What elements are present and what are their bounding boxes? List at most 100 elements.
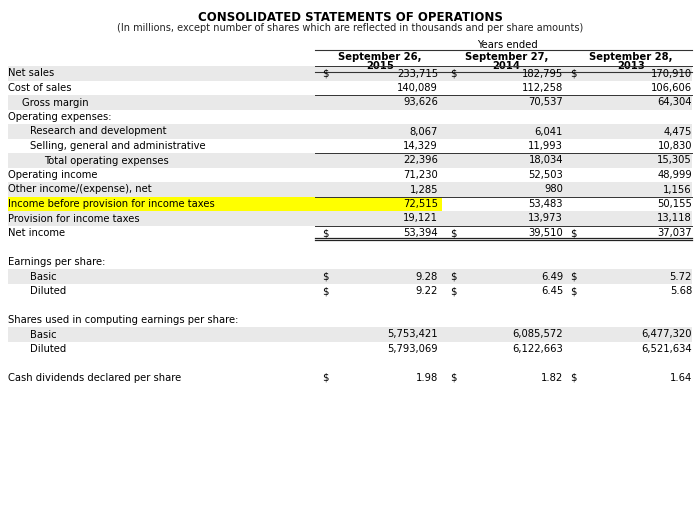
Text: 71,230: 71,230	[403, 170, 438, 180]
Text: (In millions, except number of shares which are reflected in thousands and per s: (In millions, except number of shares wh…	[117, 23, 583, 33]
Text: 39,510: 39,510	[528, 228, 563, 238]
Text: CONSOLIDATED STATEMENTS OF OPERATIONS: CONSOLIDATED STATEMENTS OF OPERATIONS	[197, 11, 503, 24]
Text: 5.68: 5.68	[670, 286, 692, 296]
Text: Gross margin: Gross margin	[22, 97, 89, 107]
Text: Net income: Net income	[8, 228, 65, 238]
Text: 2015: 2015	[366, 61, 394, 71]
Text: September 28,: September 28,	[589, 52, 673, 62]
Text: 6,041: 6,041	[535, 127, 563, 136]
Text: Diluted: Diluted	[30, 286, 66, 296]
Text: $: $	[322, 373, 328, 383]
Text: Research and development: Research and development	[30, 127, 167, 136]
Text: 1,285: 1,285	[410, 185, 438, 195]
Text: 6,521,634: 6,521,634	[641, 344, 692, 354]
Text: 93,626: 93,626	[403, 97, 438, 107]
Text: $: $	[450, 228, 456, 238]
Bar	[8, 182, 692, 197]
Text: Income before provision for income taxes: Income before provision for income taxes	[8, 199, 215, 209]
Text: $: $	[450, 68, 456, 79]
Text: 50,155: 50,155	[657, 199, 692, 209]
Bar	[8, 95, 692, 110]
Text: 8,067: 8,067	[410, 127, 438, 136]
Text: 2013: 2013	[617, 61, 645, 71]
Text: $: $	[322, 68, 328, 79]
Text: $: $	[450, 373, 456, 383]
Text: $: $	[570, 373, 577, 383]
Text: $: $	[570, 272, 577, 281]
Text: 106,606: 106,606	[651, 83, 692, 93]
Text: 37,037: 37,037	[657, 228, 692, 238]
Text: $: $	[322, 228, 328, 238]
Bar	[8, 124, 692, 139]
Text: Provision for income taxes: Provision for income taxes	[8, 213, 139, 224]
Text: 6.45: 6.45	[540, 286, 563, 296]
Text: 9.28: 9.28	[416, 272, 438, 281]
Text: 1.64: 1.64	[670, 373, 692, 383]
Text: 6.49: 6.49	[540, 272, 563, 281]
Text: $: $	[450, 286, 456, 296]
Bar	[8, 153, 692, 168]
Text: 2014: 2014	[493, 61, 521, 71]
Text: 170,910: 170,910	[651, 68, 692, 79]
Text: Cash dividends declared per share: Cash dividends declared per share	[8, 373, 181, 383]
Text: $: $	[322, 272, 328, 281]
Text: 5,753,421: 5,753,421	[387, 330, 438, 340]
Bar	[8, 66, 692, 81]
Text: Net sales: Net sales	[8, 68, 55, 79]
Bar	[8, 327, 692, 342]
Text: 5.72: 5.72	[670, 272, 692, 281]
Text: Selling, general and administrative: Selling, general and administrative	[30, 141, 206, 151]
Text: 15,305: 15,305	[657, 156, 692, 165]
Text: 53,394: 53,394	[403, 228, 438, 238]
Text: 980: 980	[544, 185, 563, 195]
Text: Earnings per share:: Earnings per share:	[8, 257, 106, 267]
Text: 72,515: 72,515	[403, 199, 438, 209]
Text: 64,304: 64,304	[657, 97, 692, 107]
Text: 233,715: 233,715	[397, 68, 438, 79]
Text: $: $	[570, 286, 577, 296]
Text: Basic: Basic	[30, 272, 57, 281]
Text: 4,475: 4,475	[664, 127, 692, 136]
Text: Shares used in computing earnings per share:: Shares used in computing earnings per sh…	[8, 315, 239, 325]
Text: Diluted: Diluted	[30, 344, 66, 354]
Text: 9.22: 9.22	[416, 286, 438, 296]
Text: Cost of sales: Cost of sales	[8, 83, 71, 93]
Text: $: $	[322, 286, 328, 296]
Bar	[8, 269, 692, 284]
Text: Operating income: Operating income	[8, 170, 97, 180]
Text: 5,793,069: 5,793,069	[387, 344, 438, 354]
Text: 182,795: 182,795	[522, 68, 563, 79]
Text: 140,089: 140,089	[397, 83, 438, 93]
Bar	[8, 197, 442, 211]
Text: 1,156: 1,156	[664, 185, 692, 195]
Text: 19,121: 19,121	[403, 213, 438, 224]
Text: 70,537: 70,537	[528, 97, 563, 107]
Text: $: $	[570, 68, 577, 79]
Text: 112,258: 112,258	[522, 83, 563, 93]
Text: 13,973: 13,973	[528, 213, 563, 224]
Text: 6,122,663: 6,122,663	[512, 344, 563, 354]
Text: September 26,: September 26,	[338, 52, 421, 62]
Text: September 27,: September 27,	[465, 52, 548, 62]
Text: 1.98: 1.98	[416, 373, 438, 383]
Text: $: $	[570, 228, 577, 238]
Text: 18,034: 18,034	[528, 156, 563, 165]
Text: 22,396: 22,396	[403, 156, 438, 165]
Text: Other income/(expense), net: Other income/(expense), net	[8, 185, 152, 195]
Text: 53,483: 53,483	[528, 199, 563, 209]
Text: 48,999: 48,999	[657, 170, 692, 180]
Text: Years ended: Years ended	[477, 40, 538, 50]
Text: 13,118: 13,118	[657, 213, 692, 224]
Text: 14,329: 14,329	[403, 141, 438, 151]
Bar	[8, 211, 692, 226]
Text: 6,477,320: 6,477,320	[641, 330, 692, 340]
Text: 10,830: 10,830	[657, 141, 692, 151]
Text: Operating expenses:: Operating expenses:	[8, 112, 111, 122]
Text: 1.82: 1.82	[540, 373, 563, 383]
Text: 11,993: 11,993	[528, 141, 563, 151]
Text: Basic: Basic	[30, 330, 57, 340]
Text: $: $	[450, 272, 456, 281]
Text: 52,503: 52,503	[528, 170, 563, 180]
Text: Total operating expenses: Total operating expenses	[44, 156, 169, 165]
Text: 6,085,572: 6,085,572	[512, 330, 563, 340]
